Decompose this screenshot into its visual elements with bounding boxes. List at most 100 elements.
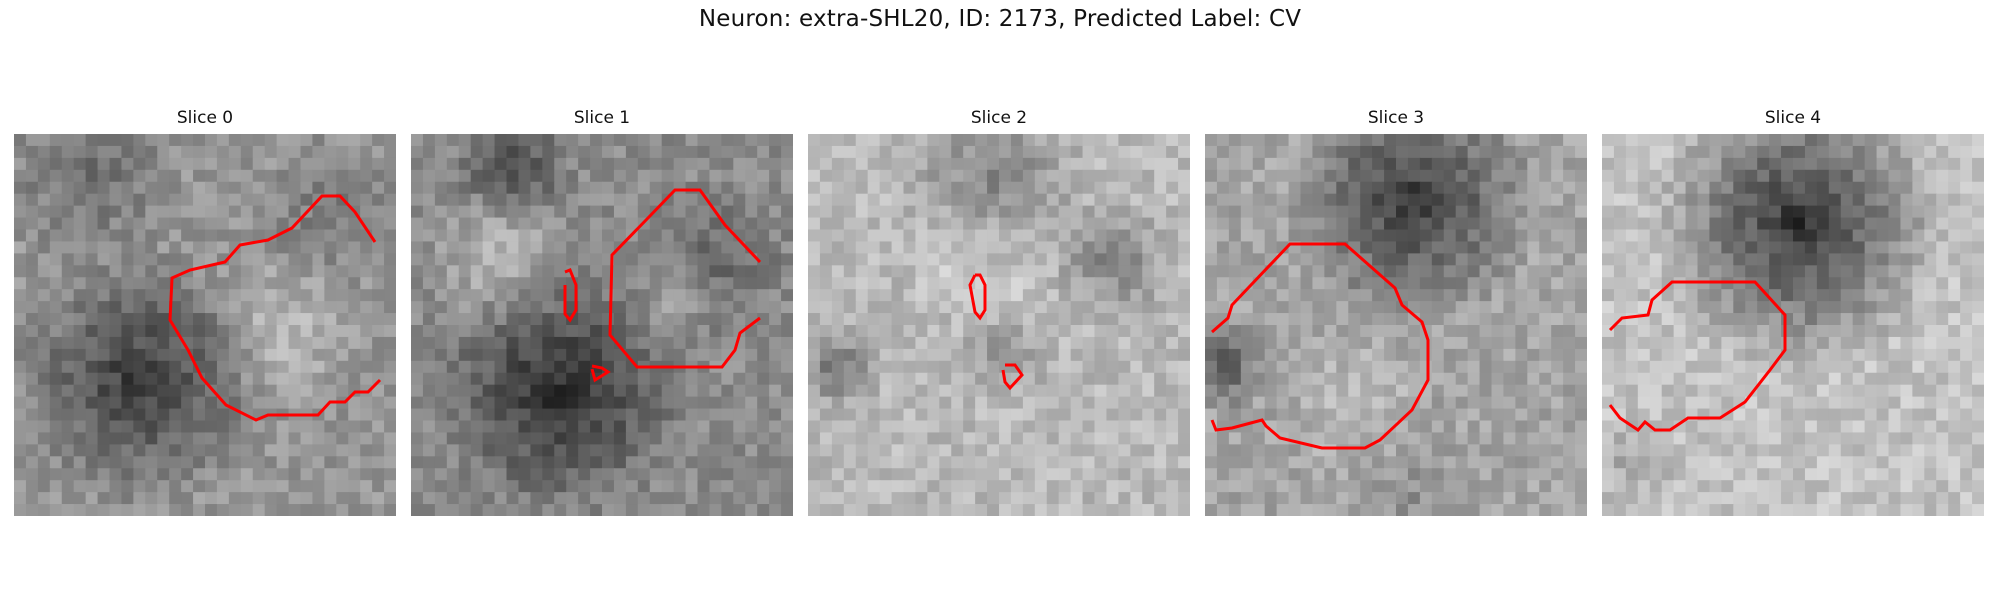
pixel [963,134,976,147]
pixel [819,301,833,314]
pixel [1216,205,1230,219]
pixel [613,265,627,278]
pixel [1840,336,1854,350]
pixel [384,181,396,195]
pixel [193,241,206,254]
pixel [240,169,254,183]
pixel [360,480,373,493]
pixel [649,157,663,171]
pixel [434,253,448,266]
pixel [1396,265,1409,278]
pixel [951,145,964,159]
pixel [1312,277,1325,290]
pixel [133,313,146,326]
pixel [506,348,520,362]
pixel [1022,157,1036,171]
pixel [252,265,266,278]
pixel [1804,181,1818,195]
pixel [987,301,1000,314]
pixel [915,289,928,302]
pixel [1900,348,1913,362]
pixel [1575,289,1587,302]
pixel [1252,492,1266,505]
pixel [939,396,952,410]
pixel [939,205,952,219]
pixel [757,420,770,434]
pixel [831,492,845,505]
pixel [1924,348,1937,362]
pixel [157,492,170,505]
pixel [843,289,857,302]
pixel [1539,372,1552,386]
pixel [697,241,711,254]
pixel [458,265,472,278]
pixel [482,301,496,314]
pixel [781,193,793,207]
pixel [1216,157,1230,171]
pixel [1527,193,1540,207]
pixel [1613,277,1627,290]
pixel [1864,241,1878,254]
pixel [915,205,928,219]
pixel [1178,277,1190,290]
pixel [1336,432,1349,445]
pixel [422,289,436,302]
pixel [1178,217,1190,231]
pixel [300,396,314,410]
pixel [288,205,302,219]
pixel [518,181,531,195]
pixel [1491,432,1505,445]
pixel [697,134,711,147]
pixel [482,396,496,410]
pixel [1781,325,1794,338]
pixel [1972,384,1984,398]
pixel [963,193,976,207]
pixel [348,134,361,147]
pixel [73,408,87,422]
pixel [1022,384,1036,398]
pixel [808,468,821,481]
pixel [1745,253,1758,266]
pixel [482,492,496,505]
pixel [518,253,531,266]
pixel [1046,181,1060,195]
pixel [384,360,396,374]
pixel [1419,348,1433,362]
pixel [1106,169,1119,183]
pixel [1685,432,1699,445]
pixel [1252,313,1266,326]
pixel [1276,396,1290,410]
pixel [518,145,531,159]
pixel [1816,432,1830,445]
pixel [1082,241,1096,254]
pixel [1455,456,1469,469]
pixel [1070,480,1084,493]
pixel [1527,241,1540,254]
pixel [697,289,711,302]
pixel [25,492,39,505]
pixel [1852,432,1866,445]
pixel [1372,157,1385,171]
pixel [1527,145,1540,159]
pixel [1205,265,1218,278]
pixel [1793,193,1806,207]
pixel [1527,360,1540,374]
pixel [1876,289,1890,302]
pixel [1443,480,1457,493]
pixel [1685,241,1699,254]
pixel [927,408,940,422]
pixel [1551,313,1564,326]
pixel [49,289,63,302]
pixel [939,145,952,159]
pixel [1312,504,1325,516]
pixel [781,157,793,171]
pixel [228,277,242,290]
pixel [1467,432,1481,445]
pixel [336,289,349,302]
pixel [264,468,278,481]
pixel [1336,384,1349,398]
pixel [637,325,651,338]
pixel [554,420,567,434]
pixel [1396,432,1409,445]
pixel [1924,169,1937,183]
